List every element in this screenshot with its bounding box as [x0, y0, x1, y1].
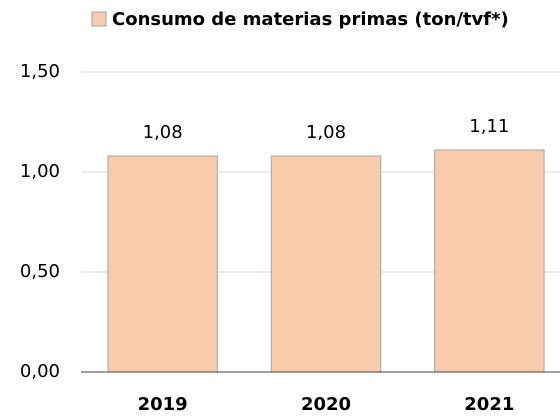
y-tick-label: 1,00 — [20, 161, 60, 182]
y-tick-label: 0,50 — [20, 261, 60, 282]
bar — [434, 149, 545, 373]
x-tick-label: 2021 — [464, 394, 514, 415]
value-label: 1,08 — [306, 122, 346, 143]
y-tick-label: 1,50 — [20, 61, 60, 82]
value-label: 1,11 — [469, 116, 509, 137]
legend-swatch — [91, 11, 107, 27]
bar — [270, 155, 382, 373]
legend-label: Consumo de materias primas (ton/tvf*) — [112, 9, 509, 30]
x-tick-label: 2020 — [301, 394, 351, 415]
x-tick-label: 2019 — [138, 394, 188, 415]
bar — [107, 155, 218, 373]
value-label: 1,08 — [143, 122, 183, 143]
y-tick-label: 0,00 — [20, 361, 60, 382]
